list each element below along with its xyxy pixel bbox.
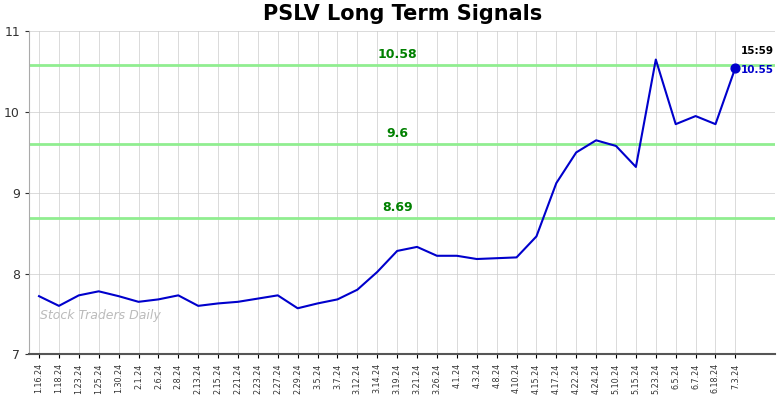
Text: 10.55: 10.55 bbox=[740, 65, 773, 75]
Point bbox=[729, 64, 742, 71]
Text: 15:59: 15:59 bbox=[740, 47, 773, 57]
Title: PSLV Long Term Signals: PSLV Long Term Signals bbox=[263, 4, 542, 24]
Text: 8.69: 8.69 bbox=[382, 201, 412, 214]
Text: 9.6: 9.6 bbox=[387, 127, 408, 140]
Text: Stock Traders Daily: Stock Traders Daily bbox=[40, 309, 161, 322]
Text: 10.58: 10.58 bbox=[377, 48, 417, 61]
